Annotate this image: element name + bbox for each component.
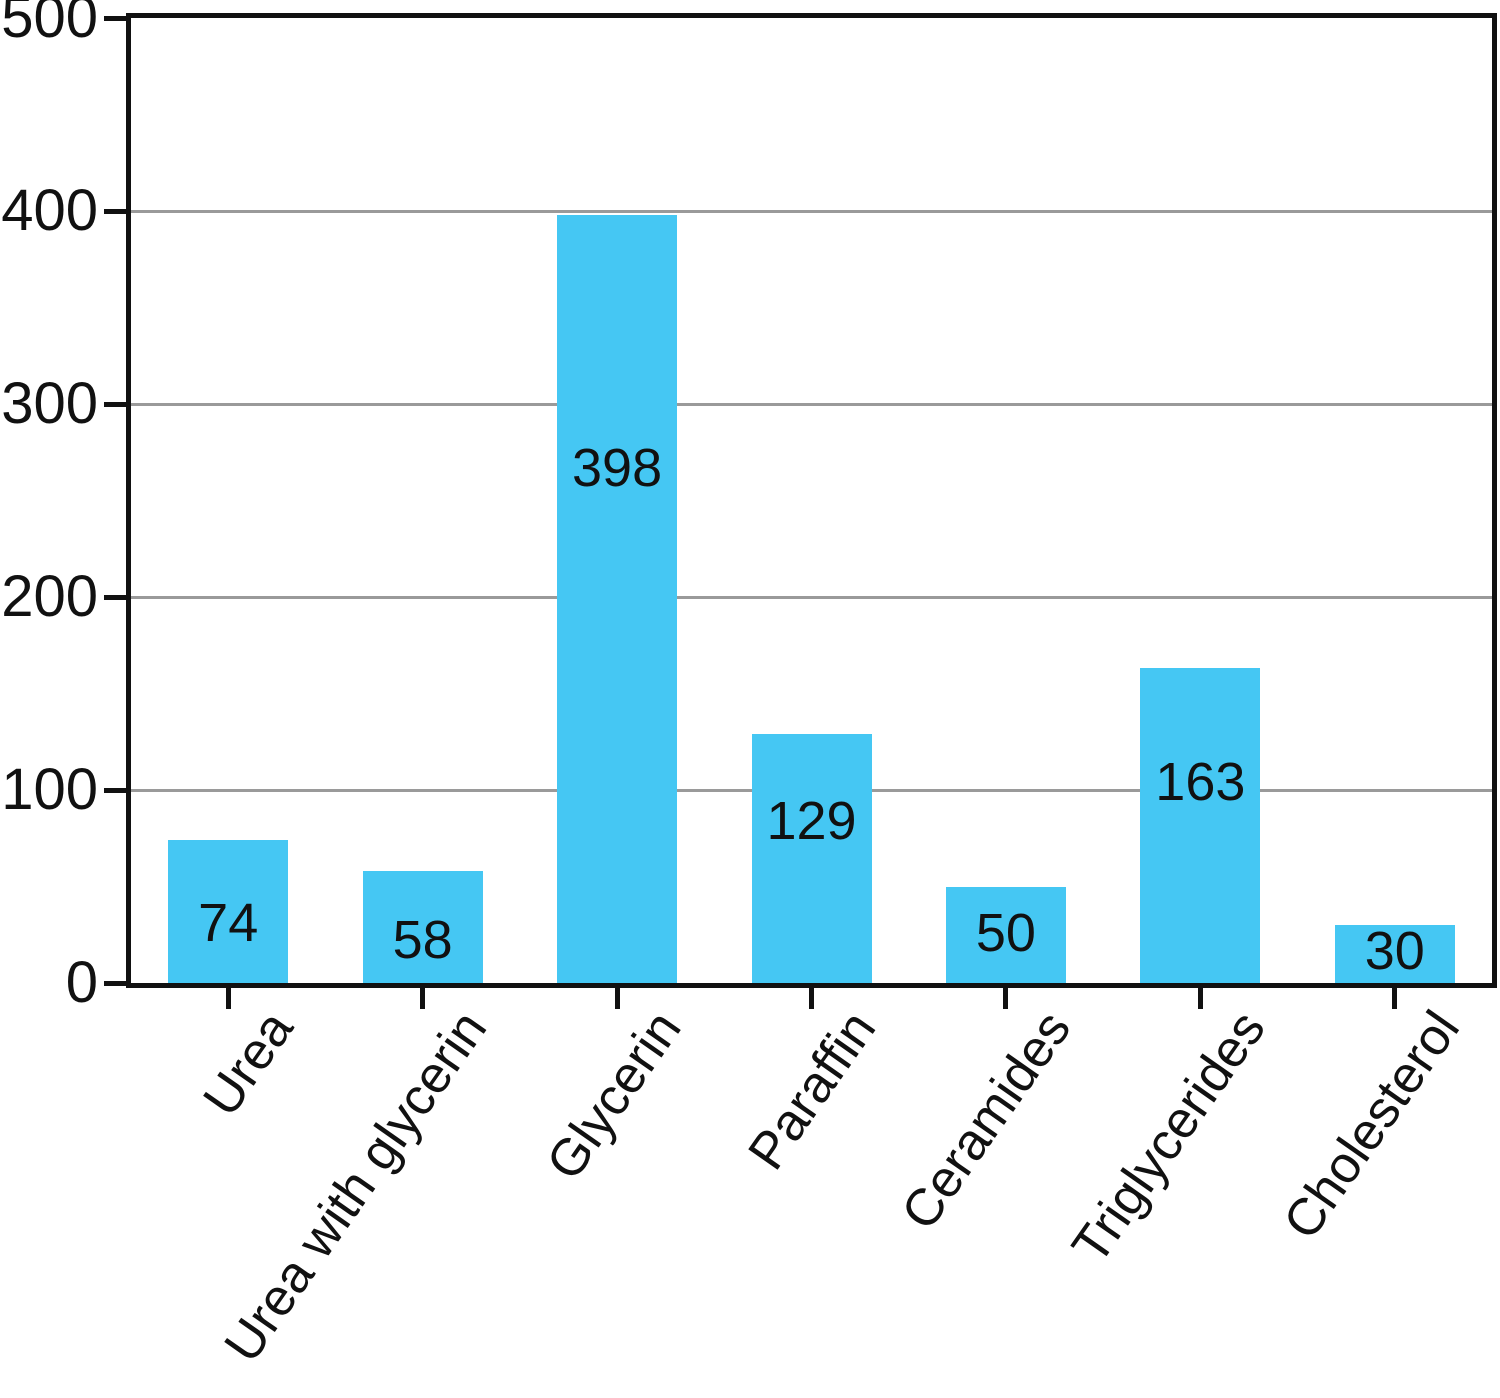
y-axis-tick-label-100: 100: [1, 757, 98, 822]
y-axis-tick-label-200: 200: [1, 564, 98, 629]
x-axis-tick-4: [809, 985, 814, 1009]
bar-value-label: 58: [392, 910, 453, 971]
x-axis-tick-1: [225, 985, 231, 1009]
bar-value-label: 129: [766, 791, 857, 852]
bar-urea-with-glycerin: 58: [362, 871, 483, 983]
y-axis-tick-label-0: 0: [65, 950, 98, 1015]
x-tick-label-triglycerides: Triglycerides: [1060, 1000, 1277, 1274]
x-axis-tick-2: [420, 985, 426, 1009]
gridline-400: [131, 209, 1492, 213]
x-tick-label-urea: Urea: [191, 1000, 305, 1127]
gridline-200: [131, 595, 1492, 599]
y-axis-tick-200: [104, 594, 128, 600]
bar-value-label: 30: [1364, 920, 1425, 981]
plot-inner: 74 58 398 129 50 163 30: [131, 18, 1492, 983]
x-tick-label-paraffin: Paraffin: [737, 1000, 888, 1181]
bar-glycerin: 398: [557, 214, 678, 983]
x-tick-label-cholesterol: Cholesterol: [1272, 1000, 1471, 1250]
y-axis-tick-400: [104, 208, 128, 214]
x-axis-tick-7: [1392, 985, 1398, 1009]
x-axis-tick-6: [1197, 985, 1203, 1009]
bar-triglycerides: 163: [1140, 668, 1261, 983]
y-axis-tick-label-300: 300: [1, 371, 98, 436]
bar-ceramides: 50: [945, 886, 1066, 983]
bar-value-label: 50: [975, 902, 1036, 963]
y-axis-tick-label-500: 500: [1, 0, 98, 50]
x-axis-tick-3: [614, 985, 620, 1009]
x-tick-label-glycerin: Glycerin: [536, 1000, 693, 1191]
bar-cholesterol: 30: [1334, 920, 1455, 983]
bar-value-label: 163: [1155, 751, 1246, 812]
y-axis-tick-100: [104, 787, 128, 793]
plot-area: 74 58 398 129 50 163 30: [126, 13, 1497, 988]
x-tick-label-ceramides: Ceramides: [890, 1000, 1082, 1241]
bar-value-label: 398: [572, 438, 663, 499]
y-axis-tick-0: [104, 980, 128, 986]
bar-urea: 74: [168, 840, 289, 983]
y-axis-tick-300: [104, 401, 128, 407]
gridline-300: [131, 402, 1492, 406]
bar-paraffin: 129: [751, 734, 872, 983]
y-axis-tick-500: [104, 15, 128, 21]
y-axis-tick-label-400: 400: [1, 178, 98, 243]
x-axis-tick-5: [1003, 985, 1009, 1009]
bar-value-label: 74: [198, 893, 259, 954]
